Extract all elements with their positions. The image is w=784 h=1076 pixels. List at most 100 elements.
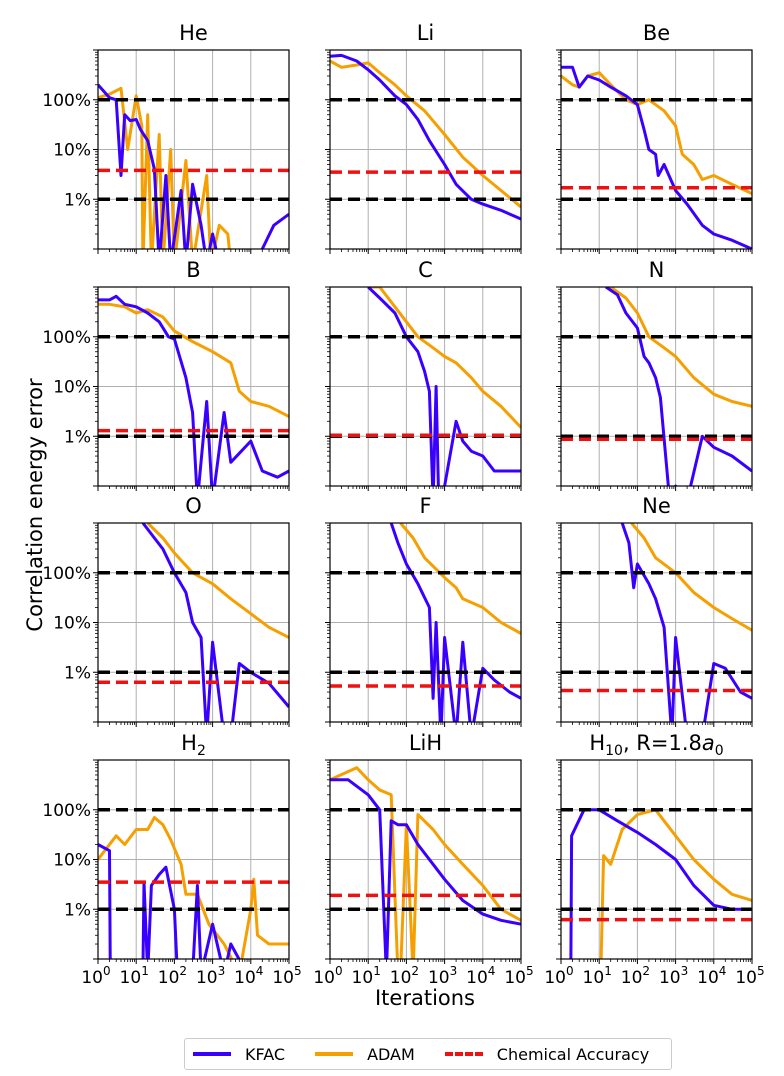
panel-title-main: Be xyxy=(643,21,670,45)
x-tick-base: 10 xyxy=(313,968,335,988)
x-tick-base: 10 xyxy=(272,968,294,988)
axes-frame xyxy=(329,286,522,487)
panel-title: F xyxy=(419,494,431,518)
series-line-adam xyxy=(561,71,752,195)
series-line-kfac xyxy=(569,808,752,959)
x-tick-exponent: 5 xyxy=(294,964,302,978)
plot-area xyxy=(330,53,521,221)
legend-label-adam: ADAM xyxy=(367,1044,415,1064)
axes-frame xyxy=(97,49,290,250)
x-tick-label: 100 xyxy=(544,964,573,988)
x-tick-exponent: 3 xyxy=(681,964,689,978)
x-tick-label: 101 xyxy=(583,964,612,988)
panel-title: He xyxy=(179,21,208,45)
panel-title-main: N xyxy=(649,258,665,282)
x-tick-exponent: 4 xyxy=(488,964,496,978)
axes-frame xyxy=(97,286,290,487)
axes-frame xyxy=(560,286,753,487)
x-tick-base: 10 xyxy=(352,968,374,988)
panel-title: O xyxy=(185,494,202,518)
plot-area xyxy=(561,287,752,486)
panel-title-main: O xyxy=(185,494,202,518)
axes-frame xyxy=(97,522,290,723)
panel-b: B 100% 10% 1% xyxy=(42,258,290,491)
series-line-adam xyxy=(630,523,752,632)
x-tick-label: 105 xyxy=(735,964,764,988)
panel-o: O 100% 10% 1% xyxy=(42,494,290,727)
y-tick-label: 100% xyxy=(42,91,91,111)
panel-title-main: F xyxy=(419,494,431,518)
series-line-adam xyxy=(330,59,521,209)
panel-he: He 100% 10% 1% xyxy=(42,21,290,254)
axes-frame xyxy=(560,522,753,723)
x-tick-label: 104 xyxy=(234,964,263,988)
panel-title: H10, R=1.8a0 xyxy=(589,731,723,759)
series-line-adam xyxy=(368,287,521,429)
x-tick-exponent: 4 xyxy=(719,964,727,978)
x-tick-exponent: 3 xyxy=(218,964,226,978)
legend-item-kfac: KFAC xyxy=(193,1045,285,1064)
y-tick-label: 100% xyxy=(42,564,91,584)
series-line-kfac xyxy=(367,287,521,486)
series-line-kfac xyxy=(389,523,521,722)
panel-n: N xyxy=(556,258,753,491)
x-tick-exponent: 2 xyxy=(411,964,419,978)
y-tick-label: 1% xyxy=(64,190,91,210)
axes-frame xyxy=(329,522,522,723)
x-tick-label: 101 xyxy=(120,964,149,988)
legend-label-chem: Chemical Accuracy xyxy=(496,1044,650,1064)
plot-area xyxy=(561,65,752,249)
x-tick-base: 10 xyxy=(583,968,605,988)
y-axis-label: Correlation energy error xyxy=(23,378,47,632)
panel-title: B xyxy=(186,258,200,282)
y-tick-label: 10% xyxy=(53,378,91,398)
plot-area xyxy=(561,523,752,722)
panel-title-main: C xyxy=(418,258,433,282)
x-tick-exponent: 0 xyxy=(103,964,111,978)
y-tick-label: 1% xyxy=(64,663,91,683)
x-tick-base: 10 xyxy=(196,968,218,988)
y-tick-label: 100% xyxy=(42,328,91,348)
x-axis-label: Iterations xyxy=(375,986,475,1010)
panel-c: C xyxy=(325,258,522,491)
series-line-adam xyxy=(599,808,752,959)
y-tick-label: 10% xyxy=(53,614,91,634)
series-line-adam xyxy=(98,816,289,959)
panel-li: Li xyxy=(325,21,522,254)
x-tick-base: 10 xyxy=(234,968,256,988)
series-line-kfac xyxy=(620,523,752,722)
series-line-kfac xyxy=(98,83,289,249)
panels-group: He 100% 10% 1% Li Be B 100% 10% 1% C N O 100% 10% 1% F Ne… xyxy=(42,21,764,988)
x-tick-base: 10 xyxy=(81,968,103,988)
axes-frame xyxy=(97,759,290,960)
x-tick-label: 100 xyxy=(81,964,110,988)
x-tick-exponent: 2 xyxy=(179,964,187,978)
x-tick-base: 10 xyxy=(621,968,643,988)
panel-title-main: He xyxy=(179,21,208,45)
plot-area xyxy=(98,808,289,959)
x-tick-base: 10 xyxy=(697,968,719,988)
panel-ne: Ne xyxy=(556,494,753,727)
y-tick-label: 10% xyxy=(53,141,91,161)
plot-area xyxy=(98,523,289,722)
legend-swatch-kfac xyxy=(193,1052,231,1056)
x-tick-label: 102 xyxy=(390,964,419,988)
x-tick-label: 103 xyxy=(659,964,688,988)
series-line-adam xyxy=(146,523,289,639)
plot-area xyxy=(98,294,289,486)
panel-title-main: LiH xyxy=(409,731,442,755)
panel-f: F xyxy=(325,494,522,727)
axes-frame xyxy=(560,759,753,960)
panel-title: N xyxy=(649,258,665,282)
y-tick-label: 1% xyxy=(64,900,91,920)
y-tick-label: 10% xyxy=(53,851,91,871)
x-tick-base: 10 xyxy=(466,968,488,988)
legend-item-chem: Chemical Accuracy xyxy=(444,1044,650,1064)
legend-swatch-chem xyxy=(444,1052,483,1056)
x-tick-label: 103 xyxy=(428,964,457,988)
x-tick-label: 101 xyxy=(352,964,381,988)
x-tick-exponent: 5 xyxy=(757,964,765,978)
